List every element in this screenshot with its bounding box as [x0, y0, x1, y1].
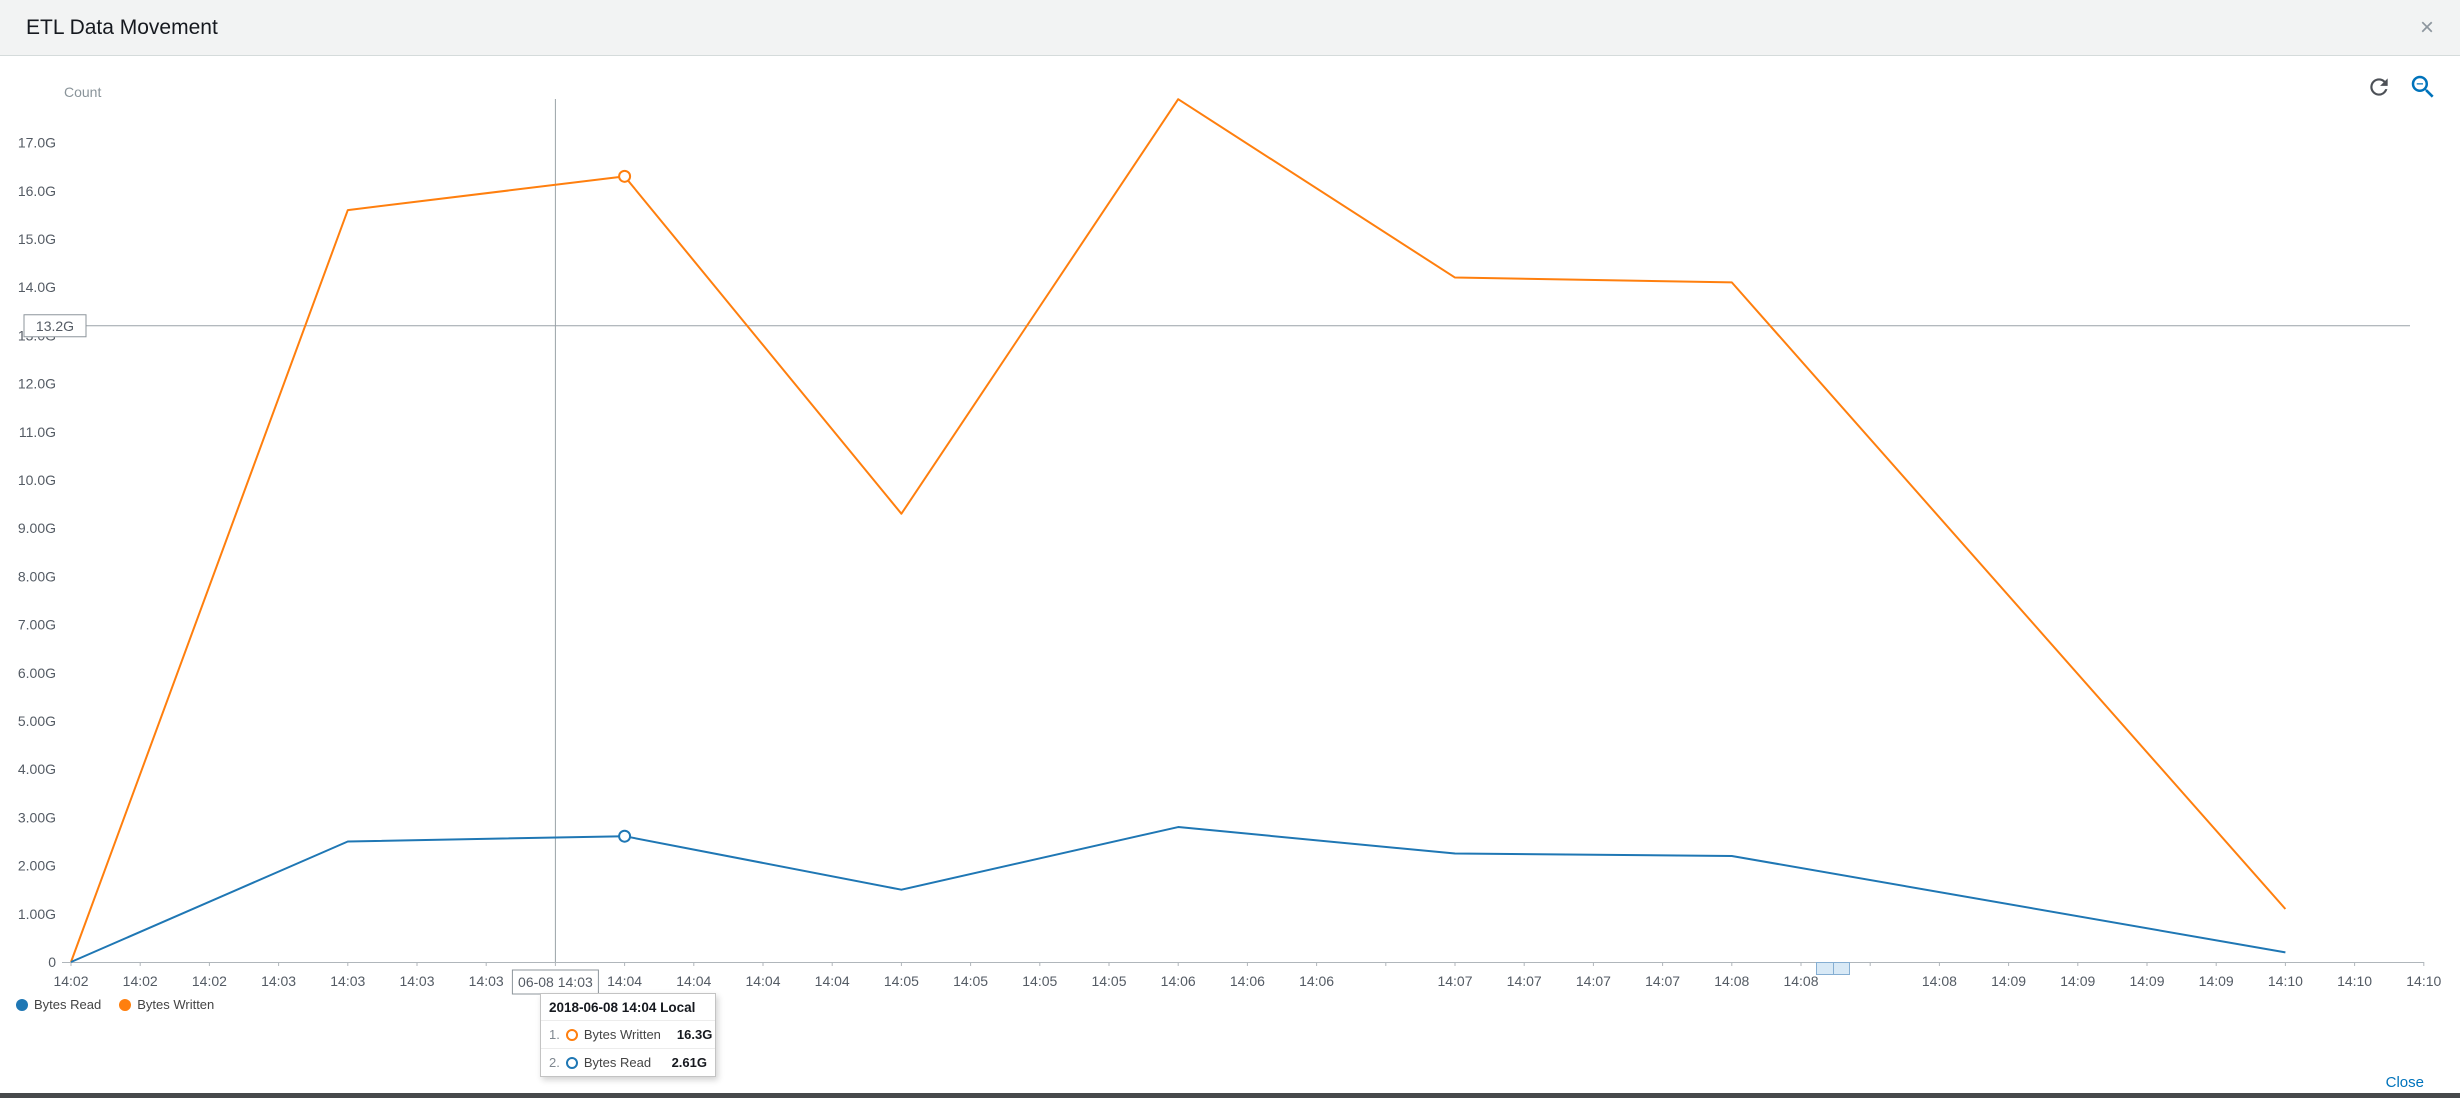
- x-tick-label: 14:03: [399, 973, 434, 989]
- x-tick-label: 14:09: [2060, 973, 2095, 989]
- x-tick-label: 14:07: [1437, 973, 1472, 989]
- zoom-out-magnifier-icon: [2411, 75, 2434, 98]
- y-tick-label: 1.00G: [18, 906, 56, 922]
- tooltip-row-bytes-written: 1. Bytes Written 16.3G: [541, 1020, 715, 1048]
- tooltip-row-value: 2.61G: [671, 1055, 707, 1070]
- x-tick-label: 14:10: [2337, 973, 2372, 989]
- legend-label: Bytes Read: [34, 997, 102, 1012]
- x-tick-label: 14:02: [123, 973, 158, 989]
- y-tick-label: 9.00G: [18, 520, 56, 536]
- series-ring-icon: [565, 1056, 578, 1069]
- x-tick-label: 14:07: [1507, 973, 1542, 989]
- legend-label: Bytes Written: [137, 997, 215, 1012]
- x-tick-label: 14:09: [2199, 973, 2234, 989]
- tooltip-row-label: Bytes Written: [583, 1027, 661, 1042]
- series-ring-icon: [565, 1028, 578, 1041]
- x-tick-label: 14:05: [1091, 973, 1126, 989]
- chart-legend: Bytes Read Bytes Written: [16, 997, 214, 1012]
- y-tick-label: 10.0G: [18, 472, 56, 488]
- scrollbar-handle[interactable]: [1817, 963, 1834, 974]
- x-tick-label: 14:08: [1783, 973, 1818, 989]
- tooltip-row-index: 2.: [549, 1055, 560, 1070]
- y-tick-label: 3.00G: [18, 809, 56, 825]
- y-tick-label: 17.0G: [18, 135, 56, 151]
- x-tick-label: 14:05: [884, 973, 919, 989]
- scrollbar-handle[interactable]: [1834, 963, 1850, 974]
- tracker-x-label: 06-08 14:03: [518, 974, 593, 990]
- zoom-out-button[interactable]: [2408, 72, 2438, 102]
- legend-item-bytes-read[interactable]: Bytes Read: [16, 997, 101, 1012]
- chart-pan-scrollbar[interactable]: [1816, 962, 1850, 975]
- legend-dot-icon: [16, 998, 28, 1011]
- y-tick-label: 15.0G: [18, 231, 56, 247]
- x-tick-label: 14:02: [53, 973, 88, 989]
- x-tick-label: 14:04: [815, 973, 850, 989]
- y-tick-label: 16.0G: [18, 183, 56, 199]
- refresh-button[interactable]: [2366, 74, 2392, 100]
- y-tick-label: 11.0G: [19, 424, 56, 440]
- x-tick-label: 14:04: [676, 973, 711, 989]
- y-tick-label: 2.00G: [18, 858, 56, 874]
- close-link[interactable]: Close: [2385, 1074, 2424, 1091]
- y-tick-label: 7.00G: [18, 617, 56, 633]
- tracker-y-label: 13.2G: [36, 318, 74, 334]
- series-line-bytes-written: [70, 98, 2287, 963]
- chart-toolbar: [2366, 72, 2438, 102]
- x-tick-label: 14:06: [1299, 973, 1334, 989]
- x-tick-label: 14:03: [330, 973, 365, 989]
- tooltip-row-value: 16.3G: [676, 1027, 713, 1042]
- x-tick-label: 14:03: [469, 973, 504, 989]
- modal-title: ETL Data Movement: [26, 15, 218, 39]
- y-tick-label: 4.00G: [18, 761, 56, 777]
- hover-point-marker: [618, 169, 632, 183]
- x-tick-label: 14:05: [953, 973, 988, 989]
- x-tick-label: 14:09: [1991, 973, 2026, 989]
- y-tick-label: 6.00G: [18, 665, 56, 681]
- y-tick-label: 5.00G: [18, 713, 56, 729]
- tooltip-title: 2018-06-08 14:04 Local: [549, 1000, 696, 1015]
- x-tick-label: 14:03: [261, 973, 296, 989]
- x-tick-label: 14:09: [2129, 973, 2164, 989]
- y-tick-label: 8.00G: [18, 568, 56, 584]
- y-axis-title: Count: [64, 84, 102, 100]
- legend-item-bytes-written[interactable]: Bytes Written: [119, 997, 214, 1012]
- tracker-y-label-box: [23, 314, 87, 338]
- modal-header: ETL Data Movement ×: [0, 0, 2460, 56]
- x-tick-label: 14:04: [745, 973, 780, 989]
- series-line-bytes-read: [70, 826, 2286, 963]
- x-tick-label: 14:08: [1714, 973, 1749, 989]
- x-tick-label: 14:08: [1922, 973, 1957, 989]
- x-tick-label: 14:05: [1022, 973, 1057, 989]
- tooltip-row-label: Bytes Read: [583, 1055, 652, 1070]
- x-tick-label: 14:06: [1161, 973, 1196, 989]
- x-tick-label: 14:10: [2268, 973, 2303, 989]
- x-tick-label: 14:07: [1645, 973, 1680, 989]
- refresh-icon: [2370, 78, 2388, 96]
- y-tick-label: 0: [48, 954, 56, 970]
- tooltip-row-index: 1.: [549, 1027, 560, 1042]
- hover-point-marker: [618, 829, 632, 843]
- y-tick-label: 14.0G: [18, 279, 56, 295]
- tooltip-row-bytes-read: 2. Bytes Read 2.61G: [541, 1048, 715, 1076]
- x-tick-label: 14:02: [192, 973, 227, 989]
- x-tick-label: 14:06: [1230, 973, 1265, 989]
- window-bottom-edge: [0, 1093, 2460, 1098]
- x-tick-label: 14:04: [607, 973, 642, 989]
- x-tick-label: 14:10: [2406, 973, 2441, 989]
- chart-tooltip: 2018-06-08 14:04 Local 1. Bytes Written …: [540, 993, 716, 1077]
- y-tick-label: 12.0G: [18, 376, 56, 392]
- x-tick-label: 14:07: [1576, 973, 1611, 989]
- legend-dot-icon: [119, 998, 132, 1011]
- close-icon[interactable]: ×: [2419, 13, 2434, 41]
